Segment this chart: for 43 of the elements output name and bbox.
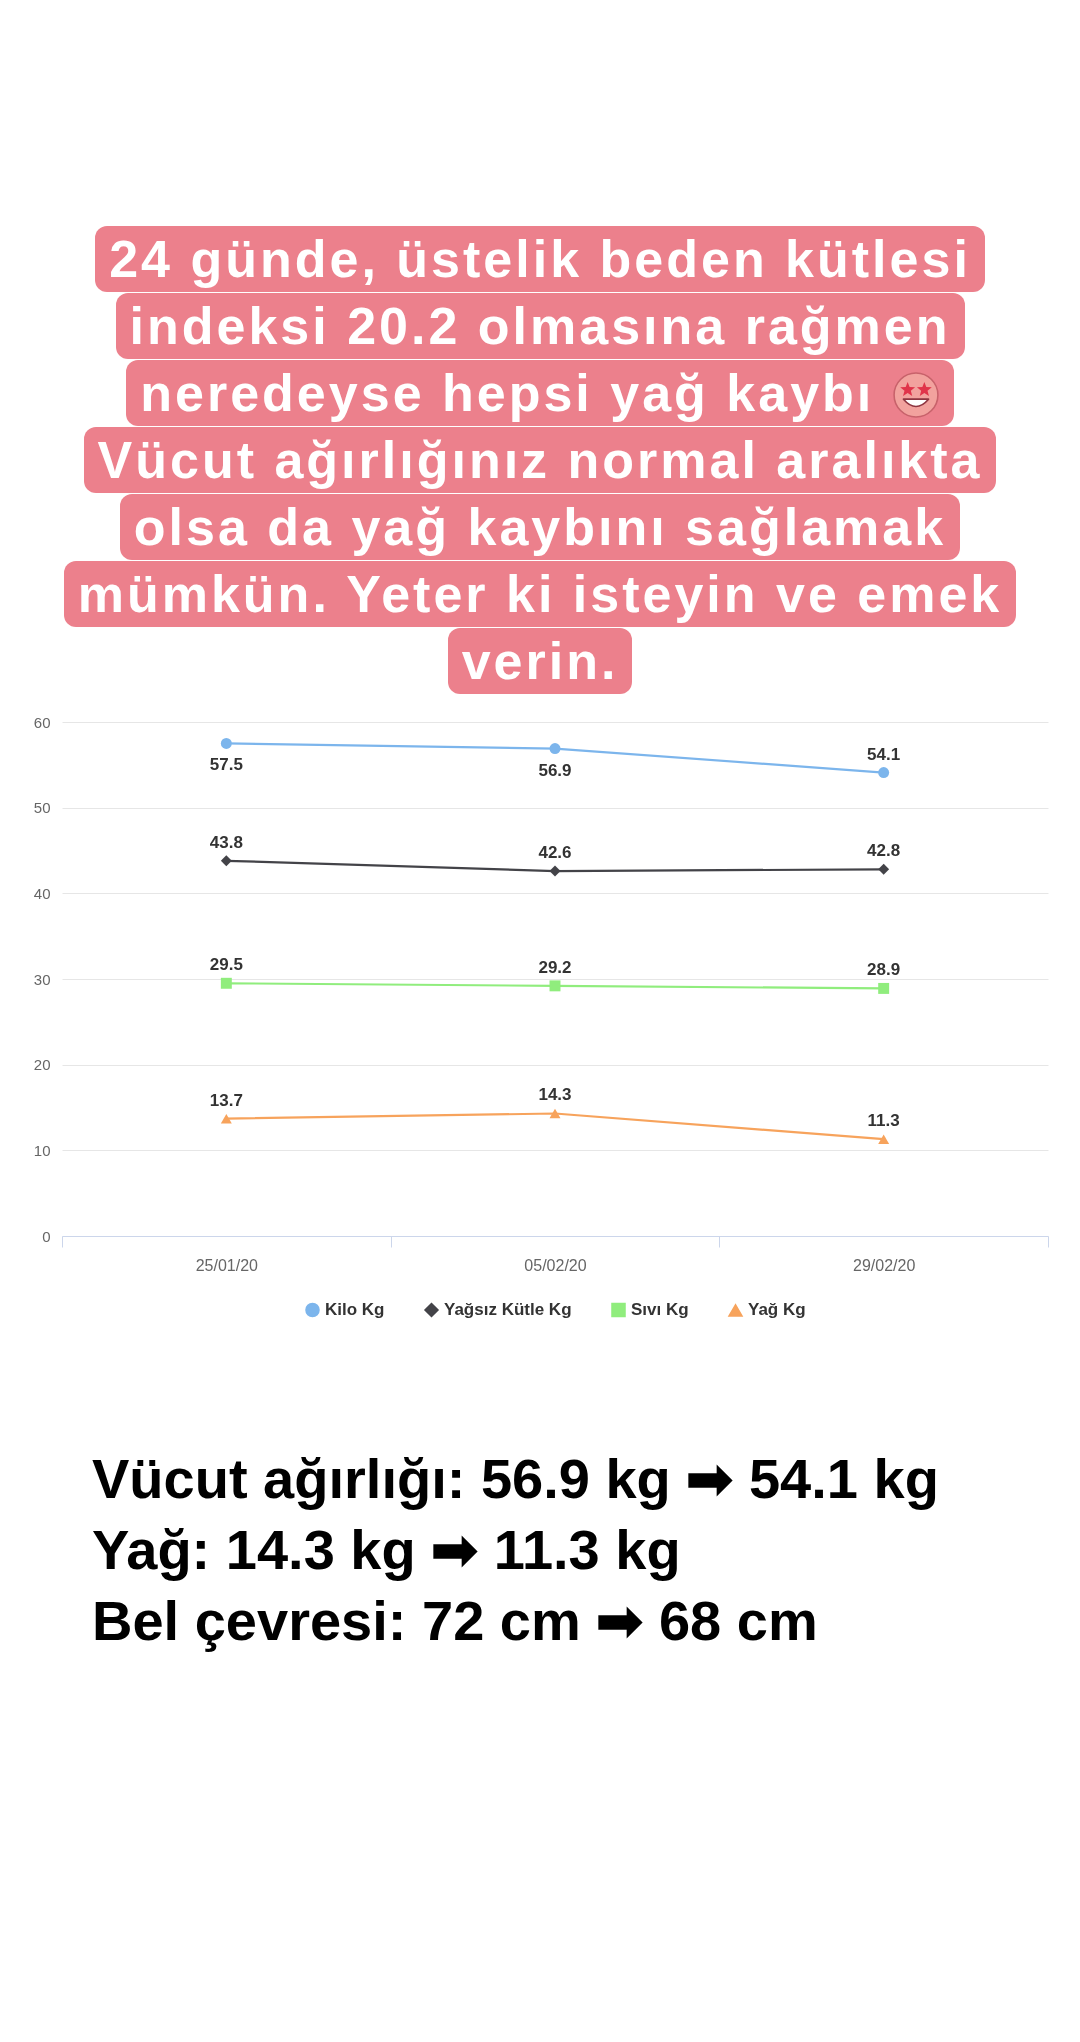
y-tick-label: 40 xyxy=(33,884,51,902)
chart-subtitle: Vücut ağırlığınız normal aralıkta olsa da yağ kaybını sağlamak mümkün. Yeter ki isteyin ve emek verin. xyxy=(63,427,1017,694)
point xyxy=(549,980,561,992)
data-label: 29.5 xyxy=(209,955,243,975)
x-tick-label: 05/02/20 xyxy=(524,1256,587,1274)
text: Yağ: 14.3 kg ➡ 11.3 kg xyxy=(92,1517,682,1583)
chart-title: 24 günde, üstelik beden kütlesi indeksi 20.2 olmasına rağmen neredeyse hepsi yağ kaybı xyxy=(95,226,985,426)
data-label: 29.2 xyxy=(538,957,572,977)
point xyxy=(878,863,890,875)
data-label: 54.1 xyxy=(867,744,901,764)
data-label: 42.8 xyxy=(867,841,901,861)
text: Bel çevresi: 72 cm ➡ 68 cm xyxy=(92,1588,819,1654)
point xyxy=(220,855,232,867)
y-tick-label: 50 xyxy=(33,799,51,817)
data-label: 13.7 xyxy=(209,1090,243,1110)
point xyxy=(549,1108,561,1119)
legend-label: Yağ Kg xyxy=(748,1300,806,1320)
text: Vücut ağırlığı: 56.9 kg ➡ 54.1 kg xyxy=(92,1446,940,1512)
point xyxy=(220,977,232,989)
legend-label: Yağsız Kütle Kg xyxy=(444,1299,572,1319)
data-label: 11.3 xyxy=(867,1111,900,1131)
data-label: 56.9 xyxy=(538,760,572,780)
x-tick-label: 29/02/20 xyxy=(853,1256,916,1274)
data-label: 43.8 xyxy=(209,832,243,852)
legend-label: Kilo Kg xyxy=(325,1299,385,1319)
x-tick-label: 25/01/20 xyxy=(195,1256,259,1274)
point xyxy=(878,1134,890,1144)
point xyxy=(220,1113,232,1124)
point xyxy=(220,737,232,749)
y-tick-label: 30 xyxy=(33,970,51,988)
data-label: 57.5 xyxy=(209,755,243,775)
point xyxy=(549,865,561,877)
y-tick-label: 20 xyxy=(33,1056,51,1074)
data-label: 14.3 xyxy=(538,1085,572,1105)
legend-label: Sıvı Kg xyxy=(631,1299,689,1319)
data-label: 28.9 xyxy=(867,960,901,980)
point xyxy=(878,767,890,779)
y-tick-label: 60 xyxy=(33,713,51,731)
y-tick-label: 0 xyxy=(42,1227,51,1245)
data-label: 42.6 xyxy=(538,843,572,863)
y-tick-label: 10 xyxy=(33,1141,51,1159)
point xyxy=(878,982,890,994)
point xyxy=(549,743,561,755)
